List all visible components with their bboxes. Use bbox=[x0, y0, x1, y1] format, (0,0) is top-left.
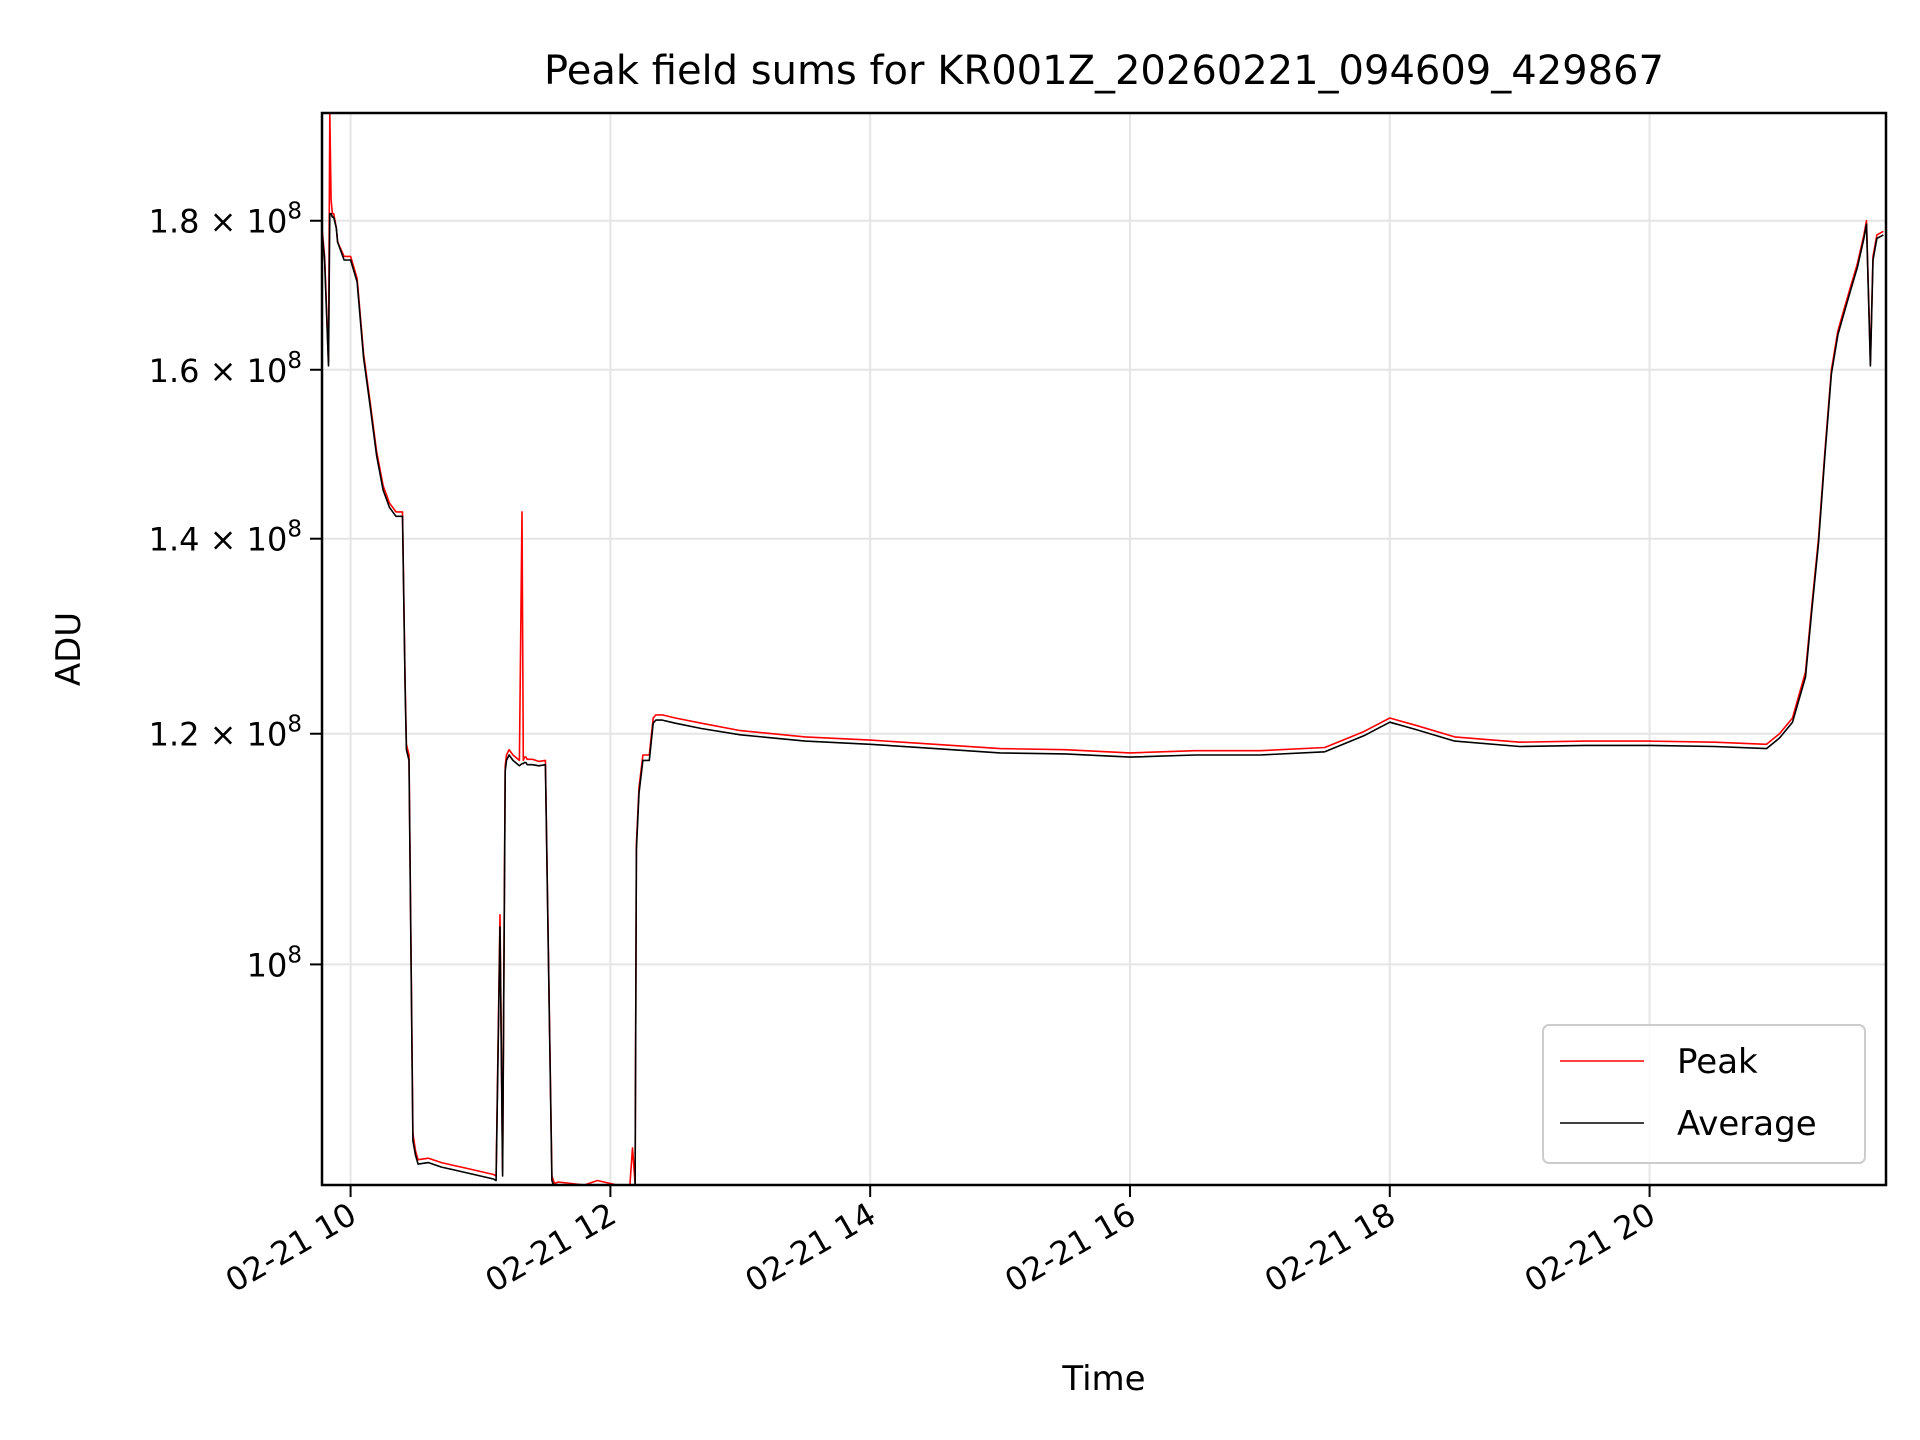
y-tick-label: 1.2 × 108 bbox=[149, 712, 302, 754]
legend: Peak Average bbox=[1542, 1024, 1866, 1164]
series-layer bbox=[322, 113, 1884, 1185]
y-tick-label: 1.4 × 108 bbox=[149, 517, 302, 559]
chart-title: Peak field sums for KR001Z_20260221_0946… bbox=[544, 48, 1664, 94]
y-tick-label: 1.8 × 108 bbox=[149, 199, 302, 241]
grid-layer bbox=[322, 113, 1886, 1185]
y-tick-label: 108 bbox=[247, 942, 302, 984]
x-axis-title: Time bbox=[1061, 1359, 1145, 1399]
series-line-average bbox=[322, 212, 1884, 1185]
legend-box bbox=[1542, 1024, 1866, 1164]
series-line-peak bbox=[322, 113, 1884, 1185]
plot-frame bbox=[320, 111, 1888, 1187]
legend-label-peak: Peak bbox=[1677, 1042, 1758, 1082]
y-axis-title: ADU bbox=[49, 612, 89, 686]
y-tick-label: 1.6 × 108 bbox=[149, 348, 302, 390]
legend-label-average: Average bbox=[1677, 1104, 1817, 1144]
